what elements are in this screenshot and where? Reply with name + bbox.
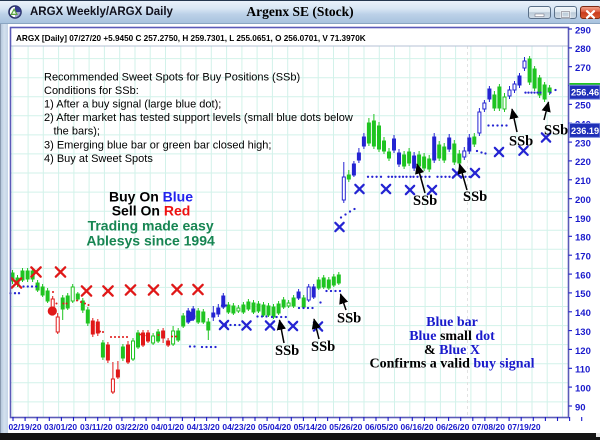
svg-text:190: 190 bbox=[575, 214, 591, 225]
svg-text:05/26/20: 05/26/20 bbox=[329, 422, 362, 432]
svg-text:110: 110 bbox=[575, 365, 590, 376]
svg-text:120: 120 bbox=[575, 346, 591, 357]
svg-text:03/22/20: 03/22/20 bbox=[115, 422, 148, 432]
svg-text:1) After a buy signal (large b: 1) After a buy signal (large blue dot); bbox=[44, 99, 221, 111]
svg-text:07/08/20: 07/08/20 bbox=[472, 422, 505, 432]
svg-text:256.46: 256.46 bbox=[571, 88, 599, 98]
svg-text:3) Emerging blue bar or green: 3) Emerging blue bar or green bar closed… bbox=[44, 139, 271, 151]
svg-text:SSb: SSb bbox=[509, 134, 533, 150]
svg-text:05/04/20: 05/04/20 bbox=[258, 422, 291, 432]
svg-text:Blue small dot: Blue small dot bbox=[409, 329, 495, 344]
svg-text:07/19/20: 07/19/20 bbox=[508, 422, 541, 432]
svg-text:06/16/20: 06/16/20 bbox=[401, 422, 434, 432]
svg-text:03/11/20: 03/11/20 bbox=[80, 422, 113, 432]
svg-text:236.19: 236.19 bbox=[571, 126, 599, 136]
svg-text:05/14/20: 05/14/20 bbox=[294, 422, 327, 432]
svg-text:02/19/20: 02/19/20 bbox=[8, 422, 41, 432]
svg-text:220: 220 bbox=[575, 157, 591, 168]
svg-text:ARGX [Daily] 07/27/20 +5.9450: ARGX [Daily] 07/27/20 +5.9450 C 257.2750… bbox=[16, 34, 366, 43]
svg-text:Confirms a valid buy signal: Confirms a valid buy signal bbox=[370, 357, 535, 372]
svg-text:SSb: SSb bbox=[337, 311, 361, 327]
svg-text:the bars);: the bars); bbox=[54, 126, 100, 138]
svg-text:SSb: SSb bbox=[275, 343, 299, 359]
svg-text:200: 200 bbox=[575, 195, 591, 206]
svg-text:150: 150 bbox=[575, 289, 591, 300]
svg-text:Recommended Sweet Spots for Bu: Recommended Sweet Spots for Buy Position… bbox=[44, 72, 300, 84]
svg-text:SSb: SSb bbox=[413, 193, 437, 209]
svg-text:100: 100 bbox=[575, 383, 591, 394]
svg-text:90: 90 bbox=[575, 402, 586, 413]
svg-text:210: 210 bbox=[575, 176, 591, 187]
svg-text:180: 180 bbox=[575, 233, 591, 244]
svg-text:160: 160 bbox=[575, 270, 591, 281]
svg-text:03/01/20: 03/01/20 bbox=[44, 422, 77, 432]
svg-text:04/01/20: 04/01/20 bbox=[151, 422, 184, 432]
svg-text:170: 170 bbox=[575, 252, 591, 263]
svg-text:140: 140 bbox=[575, 308, 591, 319]
svg-text:Trading made easy: Trading made easy bbox=[88, 218, 214, 234]
svg-text:Conditions for SSb:: Conditions for SSb: bbox=[44, 85, 139, 97]
svg-text:270: 270 bbox=[575, 63, 591, 74]
svg-text:4) Buy at Sweet Spots: 4) Buy at Sweet Spots bbox=[44, 153, 153, 165]
svg-text:2) After market has tested sup: 2) After market has tested support level… bbox=[44, 112, 353, 124]
svg-text:290: 290 bbox=[575, 25, 591, 36]
svg-text:230: 230 bbox=[575, 138, 591, 149]
svg-text:SSb: SSb bbox=[463, 189, 487, 205]
svg-text:280: 280 bbox=[575, 44, 591, 55]
svg-text:130: 130 bbox=[575, 327, 591, 338]
svg-text:04/13/20: 04/13/20 bbox=[187, 422, 220, 432]
svg-text:SSb: SSb bbox=[311, 339, 335, 355]
svg-text:Blue bar: Blue bar bbox=[426, 315, 478, 330]
svg-text:250: 250 bbox=[575, 101, 591, 112]
svg-text:Sell On Red: Sell On Red bbox=[112, 202, 191, 218]
svg-text:06/26/20: 06/26/20 bbox=[436, 422, 469, 432]
svg-text:Ablesys since 1994: Ablesys since 1994 bbox=[86, 233, 215, 249]
svg-text:SSb: SSb bbox=[544, 123, 568, 139]
svg-text:04/23/20: 04/23/20 bbox=[222, 422, 255, 432]
svg-text:06/05/20: 06/05/20 bbox=[365, 422, 398, 432]
